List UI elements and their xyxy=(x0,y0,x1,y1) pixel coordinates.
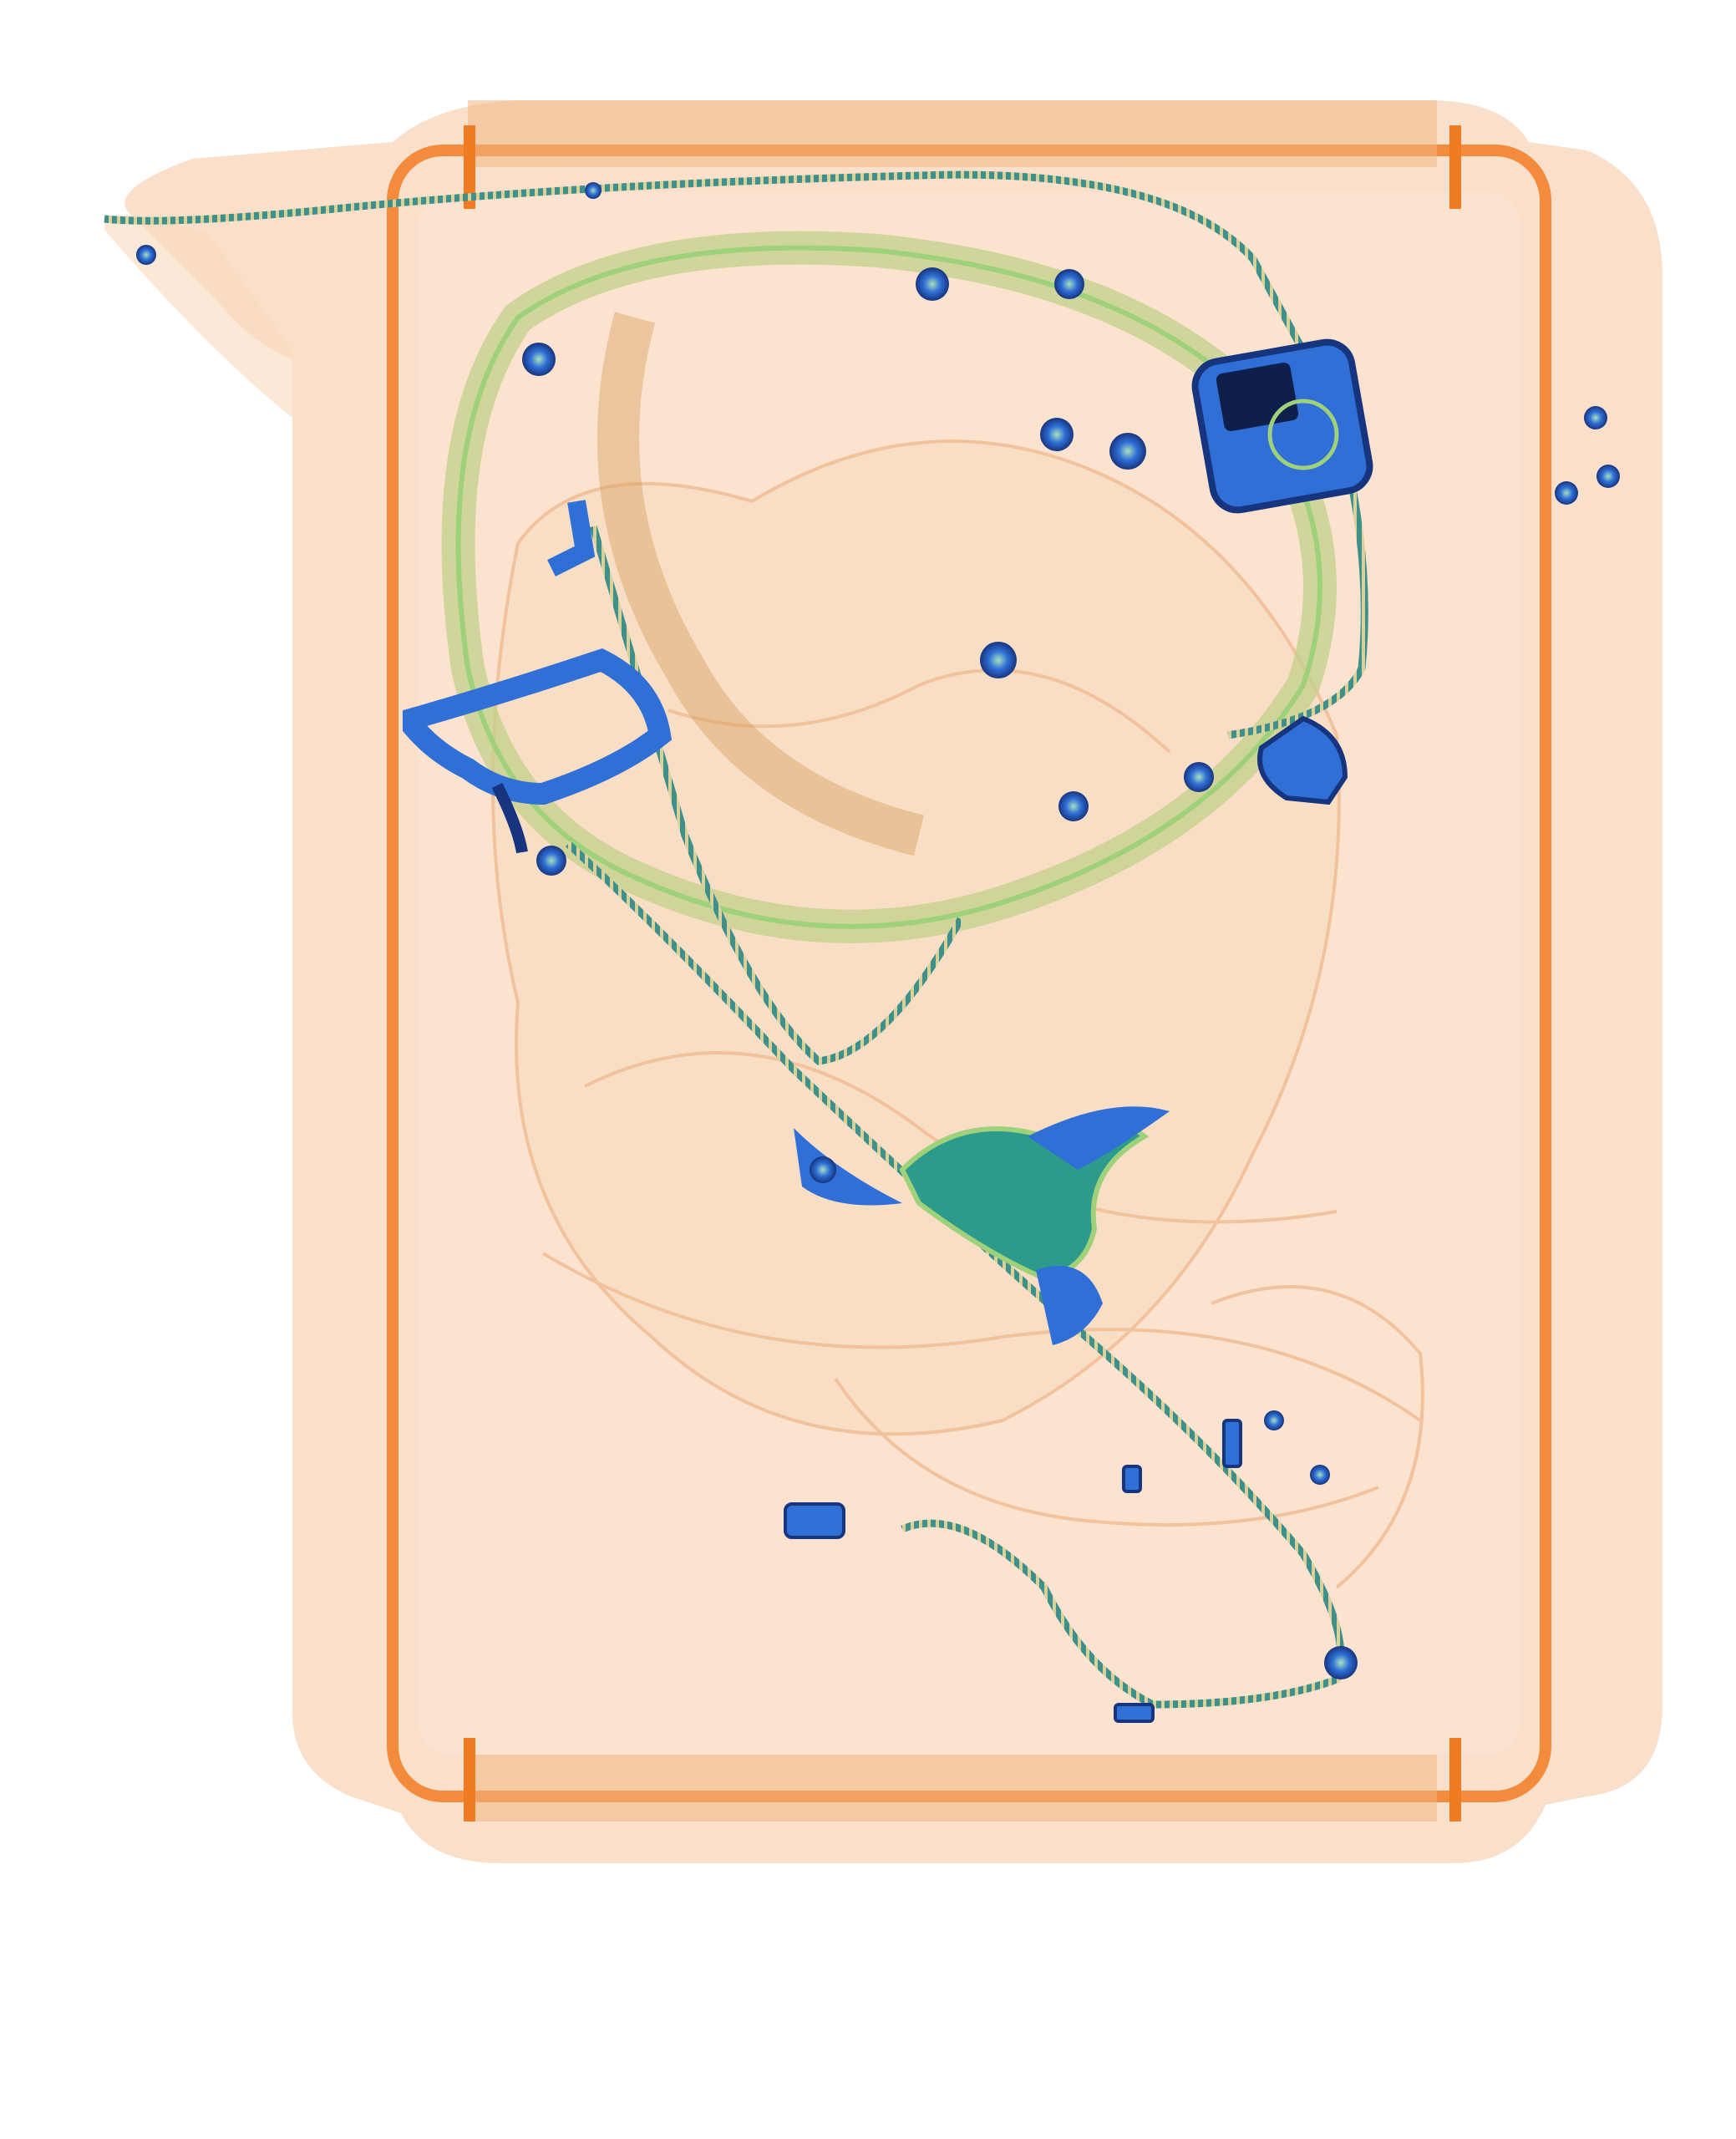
tray-frame xyxy=(104,100,1662,1863)
zipper-lines xyxy=(104,170,1368,1709)
central-metal-part xyxy=(794,1106,1170,1345)
buckle-clamp xyxy=(403,500,673,854)
small-clips xyxy=(784,1419,1242,1723)
electronic-box xyxy=(1191,338,1373,514)
snap-buttons xyxy=(136,182,1620,1679)
battery-block xyxy=(1257,715,1348,805)
